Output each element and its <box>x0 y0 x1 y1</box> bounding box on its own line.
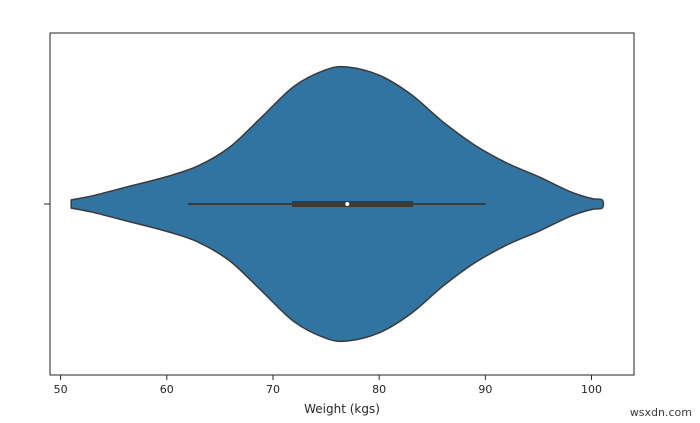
iqr-box <box>292 201 414 207</box>
x-tick-label: 90 <box>478 383 492 396</box>
x-tick-label: 60 <box>160 383 174 396</box>
x-axis-ticks: 50 60 70 80 90 100 <box>54 375 602 396</box>
watermark: wsxdn.com <box>629 406 692 419</box>
x-axis-label: Weight (kgs) <box>304 402 380 416</box>
x-tick-label: 70 <box>266 383 280 396</box>
median-dot <box>345 202 350 206</box>
x-tick-label: 100 <box>581 383 602 396</box>
x-tick-label: 50 <box>54 383 68 396</box>
x-tick-label: 80 <box>372 383 386 396</box>
